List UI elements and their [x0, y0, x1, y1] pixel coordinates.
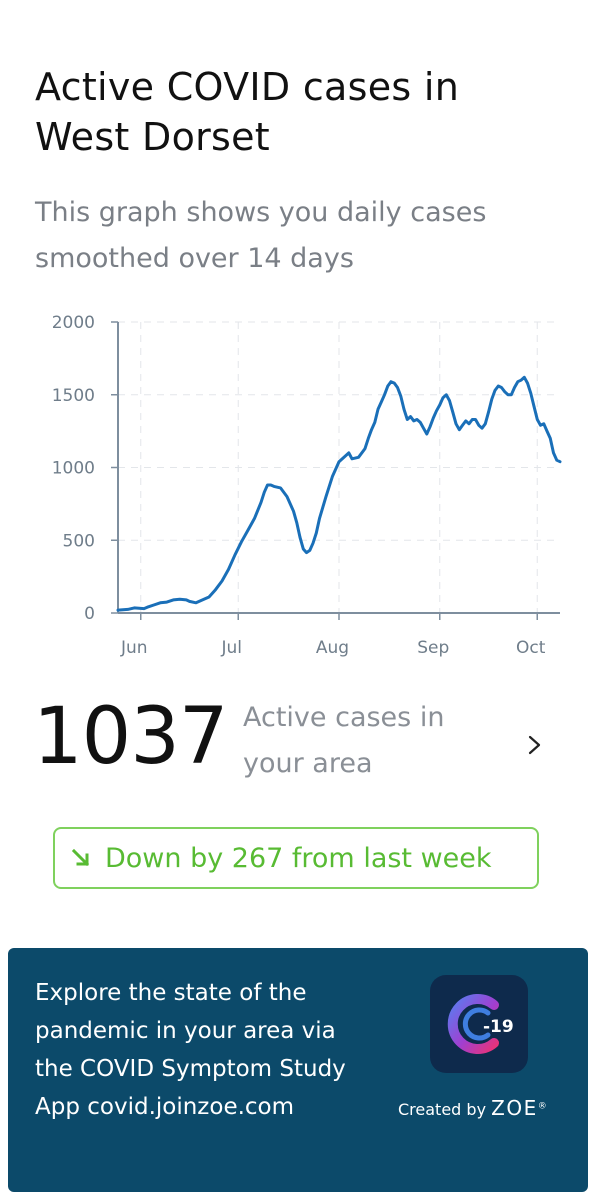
cases-line-chart: 0500100015002000JunJulAugSepOctNov — [52, 313, 562, 658]
x-tick-label: Aug — [316, 638, 349, 658]
chevron-right-icon[interactable] — [523, 733, 547, 757]
app-promo-banner[interactable]: Explore the state of the pandemic in you… — [8, 948, 588, 1192]
y-tick-label: 1000 — [52, 459, 95, 479]
app-icon-label: -19 — [483, 1017, 514, 1037]
created-by-zoe: Created by ZOE® — [398, 1096, 578, 1120]
y-tick-label: 0 — [84, 604, 95, 624]
banner-text: Explore the state of the pandemic in you… — [35, 980, 346, 1120]
created-by-label: Created by — [398, 1100, 487, 1119]
covid-app-icon: -19 — [430, 975, 528, 1073]
y-tick-label: 500 — [63, 531, 95, 551]
active-cases-count: 1037 — [33, 692, 229, 782]
cases-series-line — [116, 375, 562, 612]
x-tick-label: Jun — [120, 638, 148, 658]
y-tick-label: 2000 — [52, 313, 95, 333]
page-subtitle: This graph shows you daily cases smoothe… — [35, 197, 487, 274]
trend-badge: Down by 267 from last week — [53, 827, 539, 889]
x-tick-label: Jul — [220, 638, 242, 658]
trend-text: Down by 267 from last week — [105, 842, 492, 874]
x-tick-label: Oct — [516, 638, 546, 658]
arrow-down-right-icon — [71, 848, 90, 867]
c19-logo-icon: -19 — [447, 994, 514, 1054]
x-tick-label: Sep — [417, 638, 449, 658]
y-tick-label: 1500 — [52, 386, 95, 406]
zoe-brand: ZOE — [491, 1096, 538, 1120]
zoe-registered-mark: ® — [537, 1101, 547, 1112]
active-cases-label: Active cases in your area — [243, 702, 445, 779]
page-title: Active COVID cases in West Dorset — [35, 65, 460, 159]
